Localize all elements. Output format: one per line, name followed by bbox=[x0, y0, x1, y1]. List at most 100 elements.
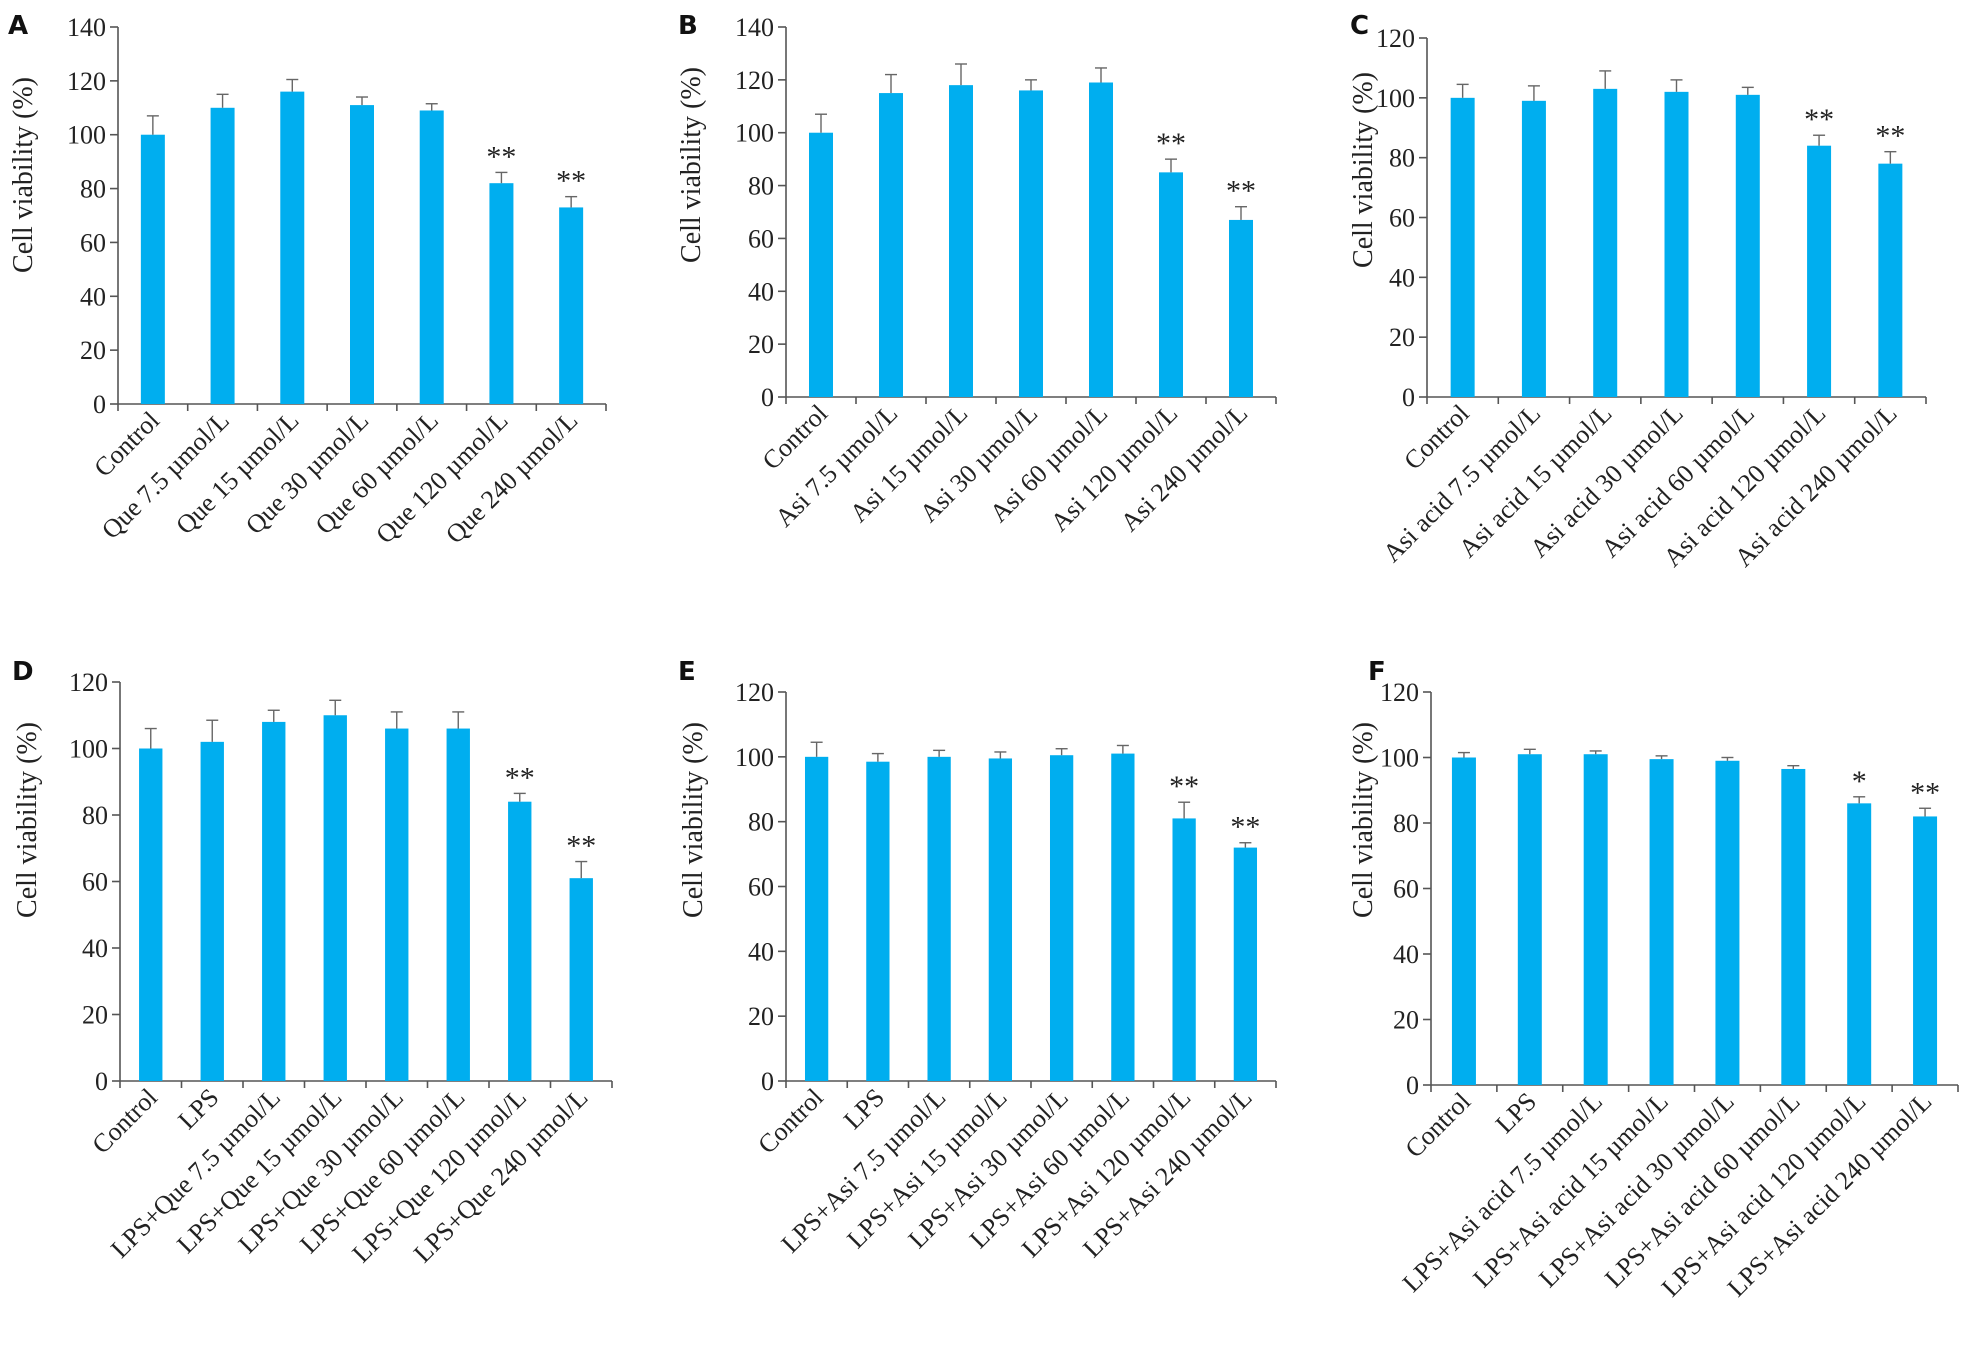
bar bbox=[489, 183, 514, 404]
significance-label: ** bbox=[1804, 103, 1834, 136]
panel-c: C Cell viability (%)020406080100120Contr… bbox=[1348, 11, 1927, 572]
significance-label: ** bbox=[556, 165, 586, 198]
y-tick-label: 80 bbox=[1389, 144, 1415, 173]
y-tick-label: 40 bbox=[1393, 940, 1419, 969]
bar bbox=[446, 728, 470, 1081]
bar bbox=[1451, 757, 1476, 1085]
y-tick-label: 20 bbox=[748, 1002, 774, 1031]
category-label: Asi 7.5 µmol/L bbox=[769, 399, 903, 533]
y-tick-label: 0 bbox=[1406, 1071, 1419, 1100]
y-tick-label: 20 bbox=[82, 1001, 108, 1030]
significance-label: ** bbox=[505, 761, 535, 794]
significance-label: ** bbox=[1230, 811, 1260, 844]
category-label: LPS bbox=[838, 1083, 890, 1135]
y-tick-label: 60 bbox=[1393, 875, 1419, 904]
y-tick-label: 120 bbox=[735, 678, 774, 707]
bar bbox=[262, 721, 286, 1081]
y-tick-label: 0 bbox=[1402, 383, 1415, 412]
category-label: Que 30 µmol/L bbox=[240, 406, 374, 540]
panel-d: D Cell viability (%)020406080100120Contr… bbox=[12, 657, 613, 1268]
y-tick-label: 120 bbox=[1380, 678, 1419, 707]
significance-label: ** bbox=[1910, 776, 1940, 809]
y-tick-label: 120 bbox=[67, 67, 106, 96]
y-tick-label: 100 bbox=[1380, 744, 1419, 773]
y-tick-label: 80 bbox=[82, 801, 108, 830]
y-tick-label: 20 bbox=[1393, 1006, 1419, 1035]
y-tick-label: 120 bbox=[1376, 24, 1415, 53]
bar bbox=[809, 132, 833, 397]
y-tick-label: 80 bbox=[748, 808, 774, 837]
category-label: Asi 240 µmol/L bbox=[1115, 399, 1253, 537]
panel-letter-e: E bbox=[678, 657, 696, 687]
panel-a: A Cell viability (%)020406080100120140Co… bbox=[8, 11, 607, 549]
bar bbox=[1450, 97, 1475, 397]
bar bbox=[1781, 768, 1806, 1085]
bar bbox=[508, 801, 532, 1081]
y-tick-label: 0 bbox=[761, 383, 774, 412]
bar bbox=[1715, 760, 1740, 1085]
y-tick-label: 100 bbox=[1376, 84, 1415, 113]
y-tick-label: 100 bbox=[735, 743, 774, 772]
bar bbox=[1049, 755, 1074, 1081]
y-tick-label: 40 bbox=[80, 282, 106, 311]
bar bbox=[1019, 90, 1043, 397]
bar bbox=[139, 748, 163, 1081]
category-label: LPS bbox=[1490, 1087, 1542, 1139]
y-tick-label: 140 bbox=[735, 13, 774, 42]
panel-letter-f: F bbox=[1368, 657, 1386, 687]
y-axis-label: Cell viability (%) bbox=[676, 67, 707, 263]
bar bbox=[200, 741, 224, 1081]
bar bbox=[1664, 91, 1689, 397]
bar bbox=[1649, 759, 1674, 1085]
bar bbox=[1159, 172, 1183, 397]
panel-letter-d: D bbox=[12, 657, 34, 687]
bar bbox=[385, 728, 409, 1081]
category-label: Que 60 µmol/L bbox=[310, 406, 444, 540]
panel-letter-c: C bbox=[1350, 11, 1369, 41]
bar bbox=[927, 756, 951, 1081]
bar bbox=[1735, 94, 1760, 397]
bar bbox=[866, 761, 890, 1081]
bar bbox=[1172, 818, 1196, 1081]
y-tick-label: 0 bbox=[93, 390, 106, 419]
bar bbox=[1878, 163, 1903, 397]
y-tick-label: 0 bbox=[761, 1067, 774, 1096]
significance-label: ** bbox=[566, 830, 596, 863]
bar bbox=[1913, 816, 1938, 1085]
y-tick-label: 20 bbox=[1389, 323, 1415, 352]
panel-f: F Cell viability (%)020406080100120Contr… bbox=[1348, 657, 1959, 1302]
y-tick-label: 80 bbox=[748, 172, 774, 201]
panel-letter-a: A bbox=[8, 11, 28, 41]
significance-label: ** bbox=[1875, 120, 1905, 153]
bar bbox=[323, 715, 347, 1081]
y-axis-label: Cell viability (%) bbox=[1348, 72, 1379, 268]
bar bbox=[804, 756, 829, 1081]
bar bbox=[1089, 82, 1113, 397]
bar bbox=[210, 107, 235, 405]
panel-b: B Cell viability (%)020406080100120140Co… bbox=[676, 11, 1277, 537]
significance-label: ** bbox=[1226, 175, 1256, 208]
bar bbox=[1807, 145, 1832, 397]
bar bbox=[569, 878, 593, 1081]
y-tick-label: 120 bbox=[69, 668, 108, 697]
bar bbox=[949, 85, 973, 398]
y-tick-label: 80 bbox=[1393, 809, 1419, 838]
y-axis-label: Cell viability (%) bbox=[1348, 722, 1379, 918]
y-tick-label: 80 bbox=[80, 175, 106, 204]
y-axis-label: Cell viability (%) bbox=[12, 722, 43, 918]
y-tick-label: 60 bbox=[1389, 204, 1415, 233]
y-tick-label: 60 bbox=[748, 224, 774, 253]
y-tick-label: 20 bbox=[80, 336, 106, 365]
y-tick-label: 120 bbox=[735, 66, 774, 95]
y-tick-label: 60 bbox=[748, 873, 774, 902]
bar bbox=[1517, 754, 1542, 1085]
bar bbox=[559, 207, 584, 404]
y-tick-label: 100 bbox=[69, 735, 108, 764]
bar bbox=[280, 91, 305, 404]
category-label: LPS bbox=[172, 1083, 224, 1135]
panel-letter-b: B bbox=[678, 11, 698, 41]
y-tick-label: 60 bbox=[82, 868, 108, 897]
significance-label: ** bbox=[1169, 770, 1199, 803]
y-tick-label: 20 bbox=[748, 330, 774, 359]
